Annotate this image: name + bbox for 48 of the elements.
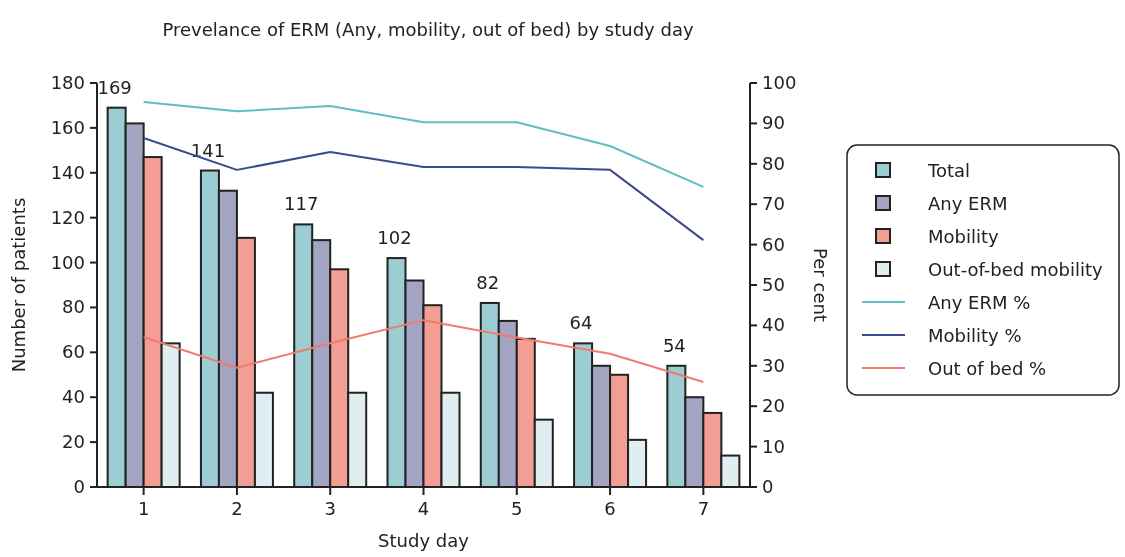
data-label: 102 xyxy=(377,227,412,249)
y2-tick-label: 0 xyxy=(762,476,774,497)
y-tick-label: 20 xyxy=(62,431,85,453)
x-axis-title: Study day xyxy=(378,530,470,551)
chart-title: Prevelance of ERM (Any, mobility, out of bed) by study day xyxy=(162,19,694,40)
y2-tick-label: 100 xyxy=(762,72,797,93)
x-tick-label: 4 xyxy=(417,498,430,519)
y-tick-label: 40 xyxy=(62,386,85,408)
y2-tick-label: 30 xyxy=(762,354,785,376)
y2-tick-label: 10 xyxy=(762,435,785,457)
legend-label: Total xyxy=(927,160,971,181)
legend-label: Mobility % xyxy=(928,325,1022,346)
y-tick-label: 140 xyxy=(50,161,85,183)
y2-tick-label: 40 xyxy=(762,314,785,336)
data-label: 169 xyxy=(97,76,132,98)
legend-label: Any ERM % xyxy=(928,292,1031,313)
y-tick-label: 100 xyxy=(50,251,85,273)
y-tick-label: 0 xyxy=(73,476,85,497)
line-series xyxy=(142,100,705,188)
y-tick-label: 60 xyxy=(62,341,85,363)
y-axis-title: Number of patients xyxy=(8,197,29,373)
data-label: 64 xyxy=(569,312,593,334)
legend-label: Out-of-bed mobility xyxy=(928,259,1103,280)
y2-tick-label: 50 xyxy=(762,274,785,295)
x-tick-label: 3 xyxy=(324,498,336,519)
y-tick-label: 120 xyxy=(50,206,85,228)
y2-tick-label: 60 xyxy=(762,233,785,255)
y-tick-label: 80 xyxy=(62,296,85,318)
data-label: 141 xyxy=(190,139,226,161)
y2-tick-label: 70 xyxy=(762,193,785,215)
line-series xyxy=(142,136,705,242)
x-tick-label: 7 xyxy=(697,498,710,519)
y-tick-label: 180 xyxy=(50,72,85,93)
data-label: 117 xyxy=(284,193,319,215)
y-tick-label: 160 xyxy=(50,116,85,138)
legend-label: Mobility xyxy=(928,226,1000,247)
y2-tick-label: 20 xyxy=(762,395,785,417)
x-tick-label: 2 xyxy=(231,498,243,519)
data-label: 82 xyxy=(476,271,500,293)
x-tick-label: 6 xyxy=(604,498,616,519)
legend-label: Out of bed % xyxy=(928,358,1047,379)
legend-label: Any ERM xyxy=(928,193,1008,214)
data-label: 54 xyxy=(662,334,686,356)
y2-axis-title: Per cent xyxy=(810,248,831,322)
x-tick-label: 1 xyxy=(137,498,150,519)
y2-tick-label: 90 xyxy=(762,112,785,134)
y2-tick-label: 80 xyxy=(762,152,785,174)
x-tick-label: 5 xyxy=(511,498,523,519)
